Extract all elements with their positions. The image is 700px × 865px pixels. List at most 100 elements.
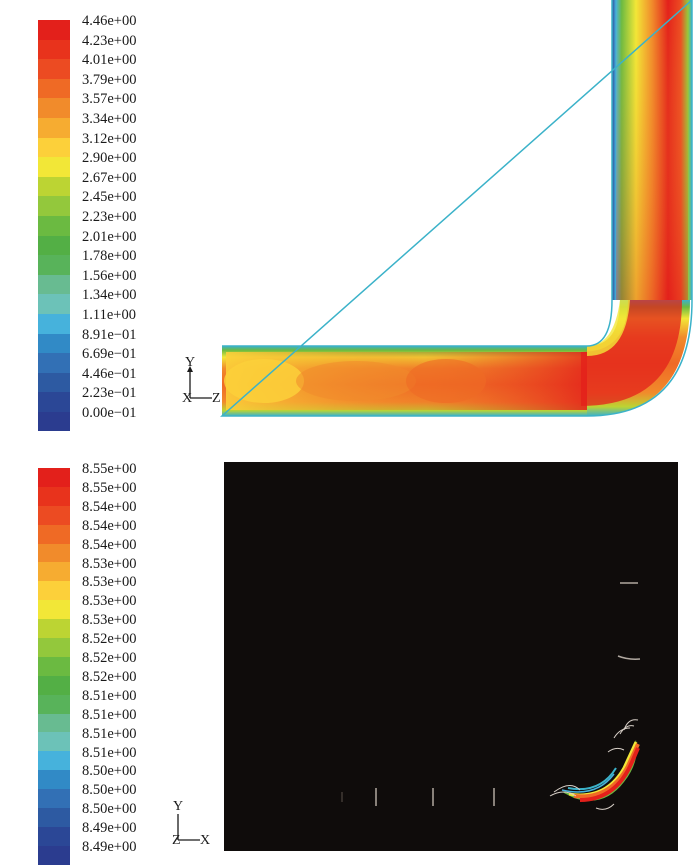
- legend-swatch: [38, 713, 70, 733]
- legend-label: 2.01e+00: [82, 228, 137, 245]
- legend-swatch: [38, 215, 70, 236]
- legend-swatch: [38, 486, 70, 506]
- bottom-axis-z-label: Z: [172, 833, 181, 848]
- legend-swatch: [38, 619, 70, 639]
- legend-label: 3.34e+00: [82, 111, 137, 127]
- legend-label: 8.49e+00: [82, 839, 137, 855]
- legend-label: 3.12e+00: [82, 130, 137, 147]
- legend-label: 8.49e+00: [82, 820, 137, 837]
- legend-label: 8.53e+00: [82, 593, 137, 610]
- legend-label: 8.53e+00: [82, 574, 137, 591]
- legend-label: 0.00e−01: [82, 405, 137, 421]
- legend-label: 2.23e+00: [82, 209, 137, 225]
- legend-swatch: [38, 505, 70, 525]
- legend-swatch: [38, 789, 70, 809]
- legend-swatch: [38, 638, 70, 657]
- legend-label: 4.46e−01: [82, 365, 137, 382]
- legend-swatch: [38, 656, 70, 676]
- pipe-elbow-contour: [220, 0, 693, 417]
- legend-label: 3.79e+00: [82, 71, 137, 88]
- legend-label: 8.51e+00: [82, 687, 137, 704]
- legend-label: 1.78e+00: [82, 248, 137, 265]
- legend-swatch: [38, 600, 70, 620]
- top-legend-colorbar: [38, 20, 70, 432]
- legend-swatch: [38, 770, 70, 790]
- legend-swatch: [38, 675, 70, 695]
- legend-swatch: [38, 826, 70, 846]
- legend-label: 8.51e+00: [82, 744, 137, 761]
- legend-label: 1.11e+00: [82, 307, 136, 323]
- legend-swatch: [38, 581, 70, 601]
- legend-swatch: [38, 294, 70, 314]
- legend-label: 8.53e+00: [82, 612, 137, 629]
- top-axis-triad: Y X Z: [182, 356, 222, 406]
- legend-label: 8.53e+00: [82, 555, 137, 572]
- legend-label: 4.23e+00: [82, 32, 137, 49]
- bottom-axis-triad: Y Z X: [170, 800, 216, 848]
- legend-label: 2.67e+00: [82, 169, 137, 186]
- legend-swatch: [38, 543, 70, 563]
- legend-label: 2.45e+00: [82, 189, 137, 206]
- legend-swatch: [38, 196, 70, 216]
- legend-label: 8.54e+00: [82, 536, 137, 553]
- legend-swatch: [38, 235, 70, 256]
- legend-swatch: [38, 411, 70, 432]
- top-axis-y-label: Y: [185, 355, 196, 370]
- legend-label: 8.52e+00: [82, 650, 137, 666]
- legend-label: 8.55e+00: [82, 479, 137, 496]
- legend-swatch: [38, 468, 70, 487]
- legend-swatch: [38, 392, 70, 412]
- top-axis-x-label: X: [182, 391, 193, 406]
- legend-swatch: [38, 157, 70, 177]
- legend-label: 2.23e−01: [82, 385, 137, 402]
- legend-swatch: [38, 751, 70, 771]
- bottom-axis-lines: [177, 814, 200, 841]
- top-axis-z-label: Z: [212, 391, 221, 406]
- legend-label: 8.54e+00: [82, 517, 137, 534]
- legend-label: 8.52e+00: [82, 668, 137, 685]
- bottom-pathline-plot: [224, 462, 678, 851]
- legend-label: 8.52e+00: [82, 631, 137, 648]
- legend-swatch: [38, 117, 70, 138]
- bottom-axis-x-label: X: [200, 833, 211, 848]
- legend-label: 8.51e+00: [82, 725, 137, 742]
- legend-swatch: [38, 274, 70, 295]
- legend-label: 8.50e+00: [82, 801, 137, 818]
- legend-swatch: [38, 353, 70, 373]
- legend-swatch: [38, 372, 70, 393]
- legend-swatch: [38, 313, 70, 334]
- legend-label: 8.54e+00: [82, 498, 137, 515]
- legend-label: 6.69e−01: [82, 346, 137, 363]
- top-contour-plot: [216, 0, 700, 430]
- legend-label: 8.55e+00: [82, 461, 137, 477]
- bottom-axis-y-label: Y: [173, 799, 184, 814]
- legend-label: 1.34e+00: [82, 287, 137, 304]
- legend-swatch: [38, 333, 70, 354]
- legend-label: 4.01e+00: [82, 52, 137, 69]
- legend-label: 8.50e+00: [82, 782, 137, 799]
- legend-swatch: [38, 39, 70, 60]
- legend-swatch: [38, 808, 70, 827]
- legend-swatch: [38, 255, 70, 275]
- legend-label: 2.90e+00: [82, 150, 137, 167]
- bottom-legend-colorbar: [38, 468, 70, 865]
- legend-label: 8.51e+00: [82, 706, 137, 723]
- legend-swatch: [38, 562, 70, 582]
- legend-swatch: [38, 694, 70, 714]
- pathline-traces: [341, 582, 641, 810]
- legend-label: 3.57e+00: [82, 91, 137, 108]
- legend-swatch: [38, 524, 70, 544]
- legend-label: 8.91e−01: [82, 326, 137, 343]
- legend-swatch: [38, 20, 70, 40]
- legend-swatch: [38, 59, 70, 79]
- legend-swatch: [38, 137, 70, 158]
- legend-label: 4.46e+00: [82, 13, 137, 29]
- legend-swatch: [38, 98, 70, 118]
- legend-label: 1.56e+00: [82, 267, 137, 284]
- legend-swatch: [38, 78, 70, 99]
- legend-swatch: [38, 845, 70, 865]
- top-axis-lines: [187, 366, 212, 399]
- legend-swatch: [38, 732, 70, 752]
- legend-swatch: [38, 176, 70, 197]
- legend-label: 8.50e+00: [82, 763, 137, 780]
